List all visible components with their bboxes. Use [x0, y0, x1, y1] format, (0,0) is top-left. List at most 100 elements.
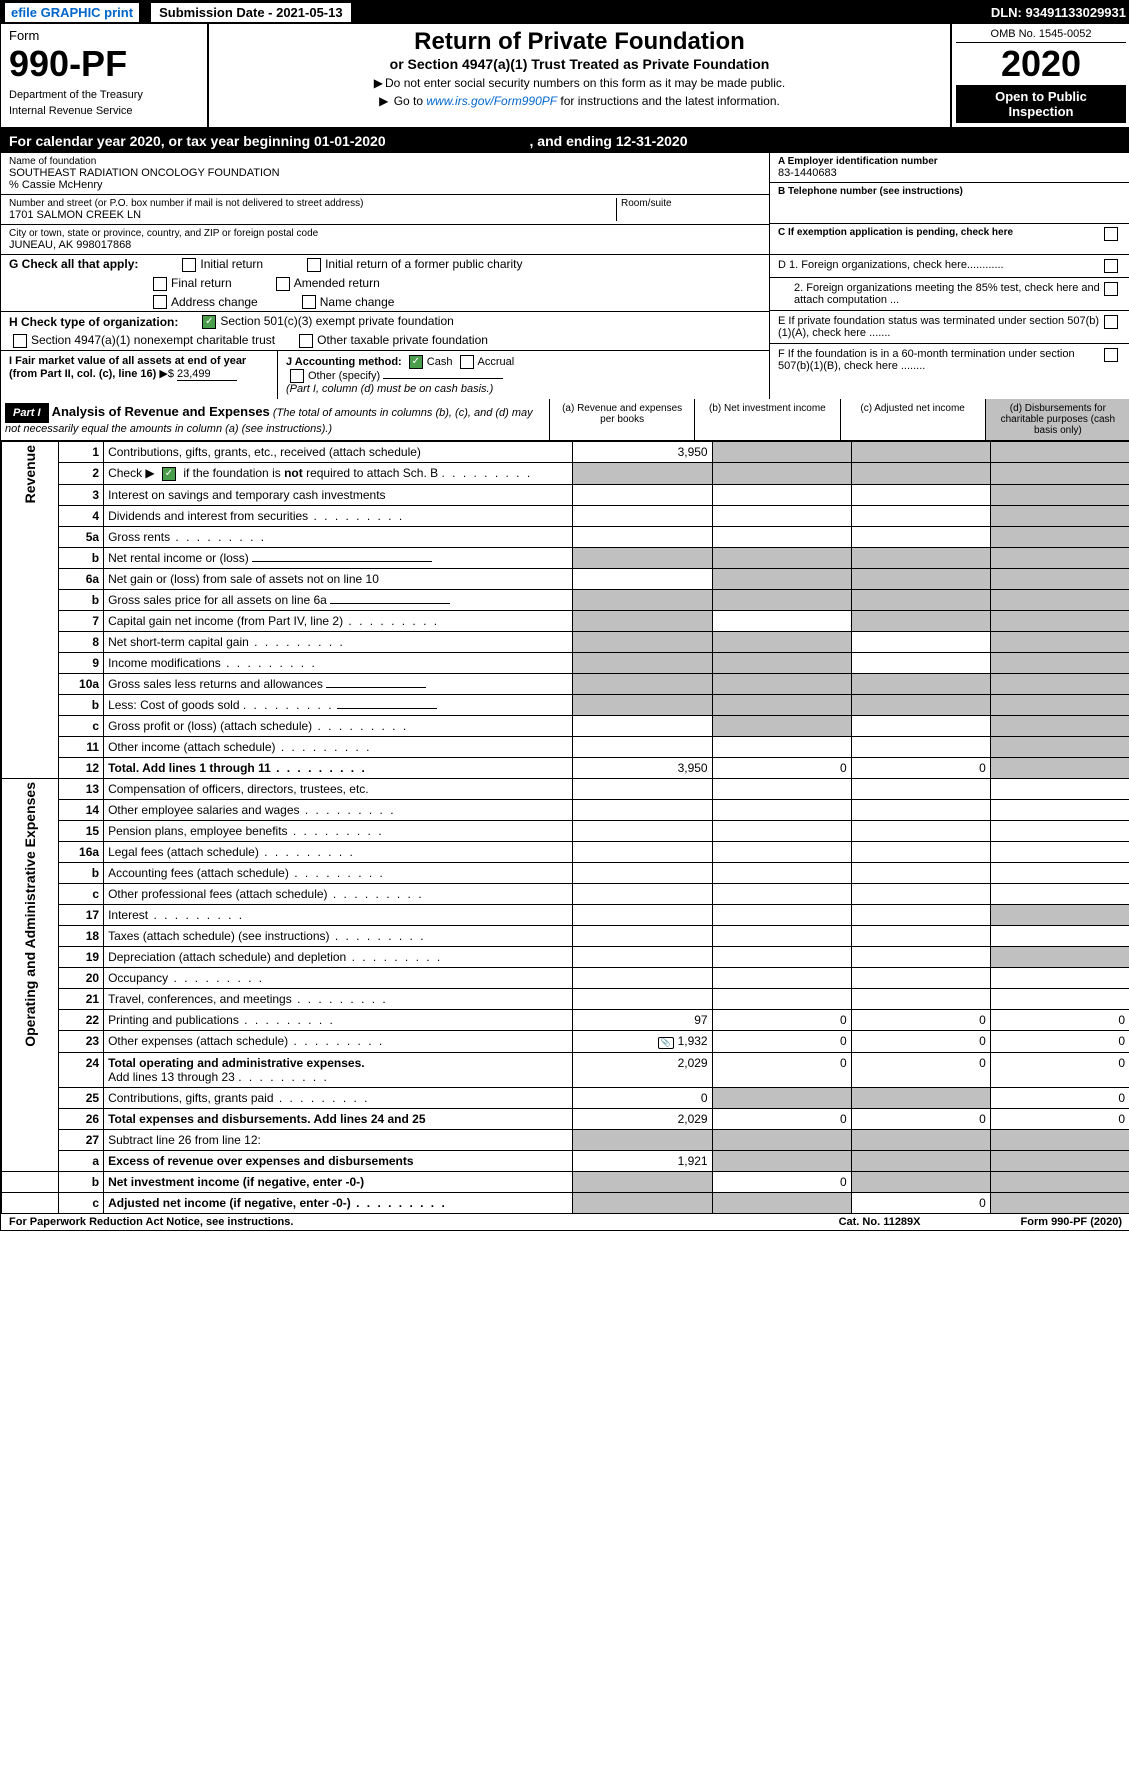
- schb-checkbox[interactable]: [162, 467, 176, 481]
- submission-date: Submission Date - 2021-05-13: [151, 3, 351, 22]
- final-return-checkbox[interactable]: [153, 277, 167, 291]
- form-header: Form 990-PF Department of the Treasury I…: [1, 24, 1129, 129]
- e-row: E If private foundation status was termi…: [770, 311, 1129, 344]
- line-num: b: [59, 1171, 104, 1192]
- f-checkbox[interactable]: [1104, 348, 1118, 362]
- val-a: 2,029: [573, 1108, 712, 1129]
- h-label: H Check type of organization:: [9, 315, 178, 329]
- table-row: bAccounting fees (attach schedule): [2, 862, 1129, 883]
- cash-checkbox[interactable]: [409, 355, 423, 369]
- info-left: Name of foundation SOUTHEAST RADIATION O…: [1, 153, 769, 254]
- instruction-ssn: Do not enter social security numbers on …: [213, 76, 946, 90]
- line-num: 15: [59, 820, 104, 841]
- table-row: cAdjusted net income (if negative, enter…: [2, 1192, 1129, 1213]
- val-a: 3,950: [573, 757, 712, 778]
- line-desc: Other income (attach schedule): [104, 736, 573, 757]
- val-c: [851, 442, 990, 463]
- amended-checkbox[interactable]: [276, 277, 290, 291]
- other-taxable-checkbox[interactable]: [299, 334, 313, 348]
- line-desc: Taxes (attach schedule) (see instruction…: [104, 925, 573, 946]
- table-row: 11Other income (attach schedule): [2, 736, 1129, 757]
- efile-link[interactable]: efile GRAPHIC print: [5, 3, 139, 22]
- j-cell: J Accounting method: Cash Accrual Other …: [278, 351, 769, 399]
- val-a: 0: [573, 1087, 712, 1108]
- foundation-name: SOUTHEAST RADIATION ONCOLOGY FOUNDATION: [9, 167, 761, 179]
- e-checkbox[interactable]: [1104, 315, 1118, 329]
- table-row: 24Total operating and administrative exp…: [2, 1052, 1129, 1087]
- table-row: 4Dividends and interest from securities: [2, 505, 1129, 526]
- f-label: F If the foundation is in a 60-month ter…: [778, 348, 1104, 372]
- line-desc: Other expenses (attach schedule): [104, 1030, 573, 1052]
- table-row: bGross sales price for all assets on lin…: [2, 589, 1129, 610]
- other-method-checkbox[interactable]: [290, 369, 304, 383]
- c-checkbox[interactable]: [1104, 227, 1118, 241]
- omb-number: OMB No. 1545-0052: [956, 28, 1126, 43]
- table-row: 7Capital gain net income (from Part IV, …: [2, 610, 1129, 631]
- initial-former-checkbox[interactable]: [307, 258, 321, 272]
- val-b: 0: [712, 1171, 851, 1192]
- j-label: J Accounting method:: [286, 356, 402, 368]
- name-label: Name of foundation: [9, 156, 761, 167]
- g-label: G Check all that apply:: [9, 257, 138, 271]
- line-num: 18: [59, 925, 104, 946]
- line-desc: Legal fees (attach schedule): [104, 841, 573, 862]
- line-desc: Compensation of officers, directors, tru…: [104, 778, 573, 799]
- name-change-checkbox[interactable]: [302, 295, 316, 309]
- goto-text-post: for instructions and the latest informat…: [560, 94, 779, 108]
- line-num: 11: [59, 736, 104, 757]
- line-num: 22: [59, 1009, 104, 1030]
- val-c: 0: [851, 1052, 990, 1087]
- e-label: E If private foundation status was termi…: [778, 315, 1104, 339]
- part1-label: Part I: [5, 403, 49, 423]
- table-row: 22Printing and publications97000: [2, 1009, 1129, 1030]
- cash-label: Cash: [427, 356, 453, 368]
- table-row: 6aNet gain or (loss) from sale of assets…: [2, 568, 1129, 589]
- name-change-label: Name change: [320, 295, 395, 309]
- line-desc: Printing and publications: [104, 1009, 573, 1030]
- tax-year-begin: For calendar year 2020, or tax year begi…: [9, 133, 386, 149]
- d1-checkbox[interactable]: [1104, 259, 1118, 273]
- irs-link[interactable]: www.irs.gov/Form990PF: [426, 94, 557, 108]
- initial-former-label: Initial return of a former public charit…: [325, 257, 522, 271]
- col-a-header: (a) Revenue and expenses per books: [549, 399, 694, 440]
- line-num: 6a: [59, 568, 104, 589]
- 501c3-checkbox[interactable]: [202, 315, 216, 329]
- line-num: 8: [59, 631, 104, 652]
- accrual-checkbox[interactable]: [460, 355, 474, 369]
- val-b: 0: [712, 1030, 851, 1052]
- 501c3-label: Section 501(c)(3) exempt private foundat…: [220, 314, 453, 328]
- info-right: A Employer identification number 83-1440…: [769, 153, 1129, 254]
- initial-return-checkbox[interactable]: [182, 258, 196, 272]
- 4947-checkbox[interactable]: [13, 334, 27, 348]
- table-row: cGross profit or (loss) (attach schedule…: [2, 715, 1129, 736]
- line-num: 27: [59, 1129, 104, 1150]
- room-label: Room/suite: [621, 198, 761, 209]
- city-label: City or town, state or province, country…: [9, 228, 761, 239]
- schedule-icon[interactable]: 📎: [658, 1037, 674, 1049]
- table-row: 25Contributions, gifts, grants paid00: [2, 1087, 1129, 1108]
- tax-year-row: For calendar year 2020, or tax year begi…: [1, 129, 1129, 153]
- val-d: 0: [990, 1052, 1129, 1087]
- line-desc: Excess of revenue over expenses and disb…: [104, 1150, 573, 1171]
- line-desc: Travel, conferences, and meetings: [104, 988, 573, 1009]
- addr-change-checkbox[interactable]: [153, 295, 167, 309]
- line-num: b: [59, 589, 104, 610]
- table-row: 27Subtract line 26 from line 12:: [2, 1129, 1129, 1150]
- part1-header-row: Part I Analysis of Revenue and Expenses …: [1, 399, 1129, 441]
- ein-cell: A Employer identification number 83-1440…: [770, 153, 1129, 183]
- dln: DLN: 93491133029931: [991, 5, 1126, 20]
- addr-label: Number and street (or P.O. box number if…: [9, 198, 616, 209]
- g-row2: Final return Amended return: [1, 274, 769, 293]
- g-row3: Address change Name change: [1, 293, 769, 313]
- form-title: Return of Private Foundation: [213, 28, 946, 56]
- i-cell: I Fair market value of all assets at end…: [1, 351, 278, 399]
- line-desc: Net short-term capital gain: [104, 631, 573, 652]
- d2-checkbox[interactable]: [1104, 282, 1118, 296]
- top-bar: efile GRAPHIC print Submission Date - 20…: [1, 1, 1129, 24]
- g-row: G Check all that apply: Initial return I…: [1, 255, 769, 274]
- line-num: 10a: [59, 673, 104, 694]
- line-num: 20: [59, 967, 104, 988]
- line-desc: Total. Add lines 1 through 11: [104, 757, 573, 778]
- line-num: 17: [59, 904, 104, 925]
- table-row: 2Check ▶ if the foundation is not requir…: [2, 463, 1129, 485]
